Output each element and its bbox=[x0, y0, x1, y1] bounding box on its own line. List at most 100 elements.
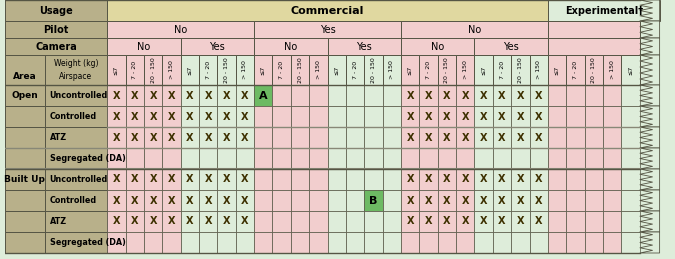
Bar bbox=[309, 190, 327, 211]
Bar bbox=[364, 106, 383, 127]
Bar bbox=[566, 169, 585, 190]
Bar bbox=[273, 106, 291, 127]
Bar bbox=[273, 169, 291, 190]
Polygon shape bbox=[640, 232, 659, 253]
Bar bbox=[346, 106, 365, 127]
Text: > 150: > 150 bbox=[610, 61, 615, 80]
Bar bbox=[144, 106, 162, 127]
Bar bbox=[162, 106, 181, 127]
Bar bbox=[236, 169, 254, 190]
Bar bbox=[126, 169, 144, 190]
Text: X: X bbox=[498, 175, 506, 184]
Bar bbox=[181, 38, 254, 55]
Bar bbox=[475, 211, 493, 232]
Text: X: X bbox=[223, 112, 230, 121]
Bar bbox=[309, 232, 327, 253]
Text: X: X bbox=[186, 196, 194, 205]
Bar bbox=[236, 232, 254, 253]
Bar bbox=[199, 106, 217, 127]
Bar bbox=[548, 169, 566, 190]
Bar bbox=[181, 211, 199, 232]
Bar bbox=[309, 55, 327, 85]
Bar bbox=[327, 148, 346, 169]
Text: Yes: Yes bbox=[356, 41, 372, 52]
Bar bbox=[291, 232, 309, 253]
Bar bbox=[530, 232, 548, 253]
Bar bbox=[217, 211, 236, 232]
Bar bbox=[162, 148, 181, 169]
Bar bbox=[217, 85, 236, 106]
Bar bbox=[419, 190, 438, 211]
Text: X: X bbox=[425, 112, 432, 121]
Text: Airspace: Airspace bbox=[59, 72, 92, 81]
Text: X: X bbox=[480, 217, 487, 227]
Text: X: X bbox=[241, 175, 248, 184]
Text: X: X bbox=[149, 196, 157, 205]
Bar bbox=[126, 190, 144, 211]
Bar bbox=[475, 106, 493, 127]
Text: X: X bbox=[462, 217, 469, 227]
Bar bbox=[199, 211, 217, 232]
Bar bbox=[107, 232, 126, 253]
Bar bbox=[438, 127, 456, 148]
Bar bbox=[585, 85, 603, 106]
Bar bbox=[254, 127, 273, 148]
Text: Controlled: Controlled bbox=[49, 196, 97, 205]
Text: X: X bbox=[149, 133, 157, 142]
Bar bbox=[511, 55, 530, 85]
Bar bbox=[401, 190, 419, 211]
Bar bbox=[346, 127, 365, 148]
Bar bbox=[438, 169, 456, 190]
Bar bbox=[622, 232, 640, 253]
Text: X: X bbox=[480, 90, 487, 100]
Bar bbox=[566, 190, 585, 211]
Text: X: X bbox=[498, 133, 506, 142]
Text: > 150: > 150 bbox=[389, 61, 394, 80]
Bar bbox=[346, 148, 365, 169]
Text: X: X bbox=[223, 175, 230, 184]
Bar bbox=[566, 127, 585, 148]
Bar bbox=[346, 190, 365, 211]
Bar bbox=[566, 55, 585, 85]
Bar bbox=[291, 55, 309, 85]
Text: X: X bbox=[167, 90, 176, 100]
Bar bbox=[530, 169, 548, 190]
Text: X: X bbox=[131, 90, 138, 100]
Bar bbox=[126, 55, 144, 85]
Bar bbox=[273, 232, 291, 253]
Bar bbox=[548, 106, 566, 127]
Text: X: X bbox=[535, 175, 543, 184]
Text: > 150: > 150 bbox=[169, 61, 174, 80]
Text: Built Up: Built Up bbox=[4, 175, 45, 184]
Bar bbox=[273, 55, 291, 85]
Bar bbox=[548, 190, 566, 211]
Bar bbox=[217, 106, 236, 127]
Bar bbox=[530, 85, 548, 106]
Bar bbox=[511, 211, 530, 232]
Bar bbox=[5, 127, 45, 148]
Bar bbox=[162, 190, 181, 211]
Text: X: X bbox=[516, 133, 524, 142]
Bar bbox=[438, 55, 456, 85]
Text: Yes: Yes bbox=[504, 41, 519, 52]
Bar bbox=[236, 190, 254, 211]
Bar bbox=[181, 190, 199, 211]
Bar bbox=[419, 232, 438, 253]
Bar bbox=[107, 55, 126, 85]
Bar bbox=[162, 127, 181, 148]
Text: X: X bbox=[425, 217, 432, 227]
Bar bbox=[327, 55, 346, 85]
Bar bbox=[181, 148, 199, 169]
Text: X: X bbox=[535, 196, 543, 205]
Bar bbox=[585, 190, 603, 211]
Bar bbox=[236, 85, 254, 106]
Bar bbox=[585, 232, 603, 253]
Bar bbox=[566, 211, 585, 232]
Bar bbox=[438, 232, 456, 253]
Bar bbox=[622, 190, 640, 211]
Bar bbox=[126, 148, 144, 169]
Bar bbox=[456, 85, 475, 106]
Polygon shape bbox=[640, 55, 659, 85]
Text: No: No bbox=[174, 25, 187, 34]
Text: X: X bbox=[406, 133, 414, 142]
